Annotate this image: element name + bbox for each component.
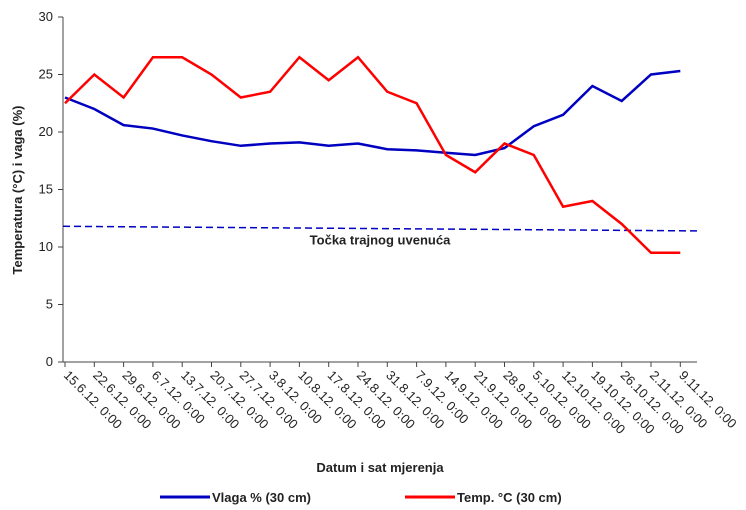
y-tick-label: 25 bbox=[39, 67, 53, 82]
y-tick-label: 10 bbox=[39, 239, 53, 254]
y-tick-label: 30 bbox=[39, 9, 53, 24]
y-tick-label: 20 bbox=[39, 124, 53, 139]
x-axis-title: Datum i sat mjerenja bbox=[316, 460, 444, 475]
series-line bbox=[64, 55, 681, 254]
y-tick-label: 5 bbox=[46, 297, 53, 312]
reference-label: Točka trajnog uvenuća bbox=[310, 232, 451, 247]
y-tick-label: 0 bbox=[46, 354, 53, 369]
legend-label: Temp. °C (30 cm) bbox=[457, 490, 562, 505]
reference-line bbox=[62, 225, 698, 232]
y-axis-title: Temperatura (°C) i vaga (%) bbox=[10, 106, 25, 275]
y-tick-label: 15 bbox=[39, 182, 53, 197]
series-line bbox=[64, 69, 681, 157]
legend-label: Vlaga % (30 cm) bbox=[212, 490, 311, 505]
